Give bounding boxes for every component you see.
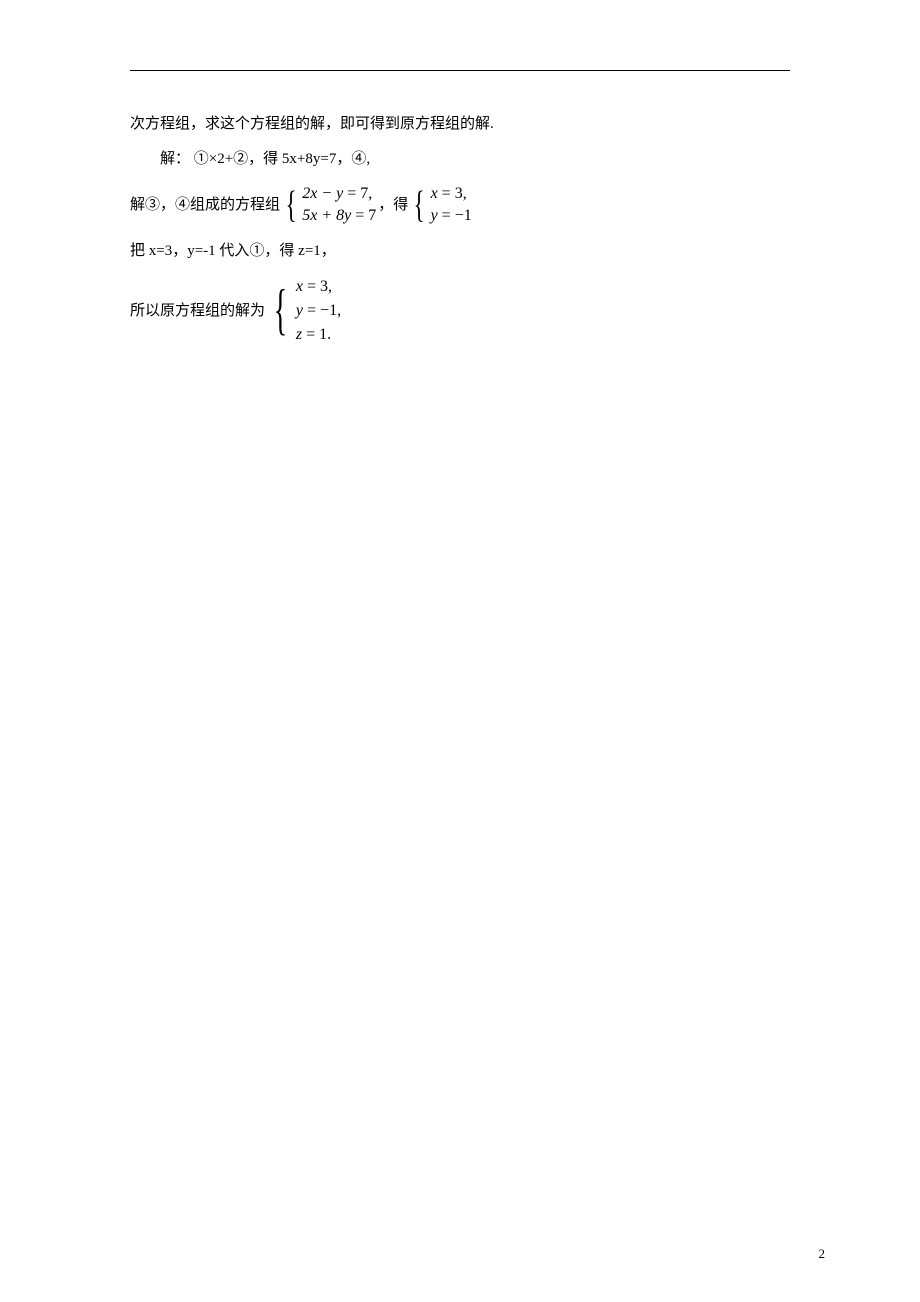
- text-prefix-1: 解③，④组成的方程组: [130, 193, 280, 217]
- left-brace-icon: {: [274, 288, 287, 333]
- math-row-1: 解③，④组成的方程组 { 2x − y = 7, 5x + 8y = 7 ，得 …: [130, 183, 790, 228]
- system-3: { x = 3, y = −1, z = 1.: [267, 275, 341, 347]
- page-content: 次方程组，求这个方程组的解，即可得到原方程组的解. 解： ①×2+②，得 5x+…: [0, 0, 920, 407]
- eq-line: z = 1.: [296, 323, 341, 347]
- system-2: { x = 3, y = −1: [410, 183, 471, 228]
- paragraph-step2: 把 x=3，y=-1 代入①，得 z=1，: [130, 238, 790, 265]
- text-prefix-2: 所以原方程组的解为: [130, 299, 265, 323]
- eq-line: x = 3,: [431, 183, 472, 205]
- eq-line: 2x − y = 7,: [302, 183, 376, 205]
- eq-line: y = −1,: [296, 299, 341, 323]
- system-1: { 2x − y = 7, 5x + 8y = 7: [282, 183, 376, 228]
- horizontal-rule: [130, 70, 790, 71]
- eq-line: y = −1: [431, 205, 472, 227]
- left-brace-icon: {: [286, 190, 297, 220]
- text-mid-1: ，得: [378, 193, 408, 217]
- eq-line: x = 3,: [296, 275, 341, 299]
- page-number: 2: [819, 1246, 826, 1262]
- system-3-content: x = 3, y = −1, z = 1.: [296, 275, 341, 347]
- paragraph-step1: 解： ①×2+②，得 5x+8y=7，④,: [130, 146, 790, 173]
- math-row-2: 所以原方程组的解为 { x = 3, y = −1, z = 1.: [130, 275, 790, 347]
- eq-line: 5x + 8y = 7: [302, 205, 376, 227]
- system-2-content: x = 3, y = −1: [431, 183, 472, 228]
- paragraph-intro: 次方程组，求这个方程组的解，即可得到原方程组的解.: [130, 111, 790, 138]
- system-1-content: 2x − y = 7, 5x + 8y = 7: [302, 183, 376, 228]
- left-brace-icon: {: [414, 190, 425, 220]
